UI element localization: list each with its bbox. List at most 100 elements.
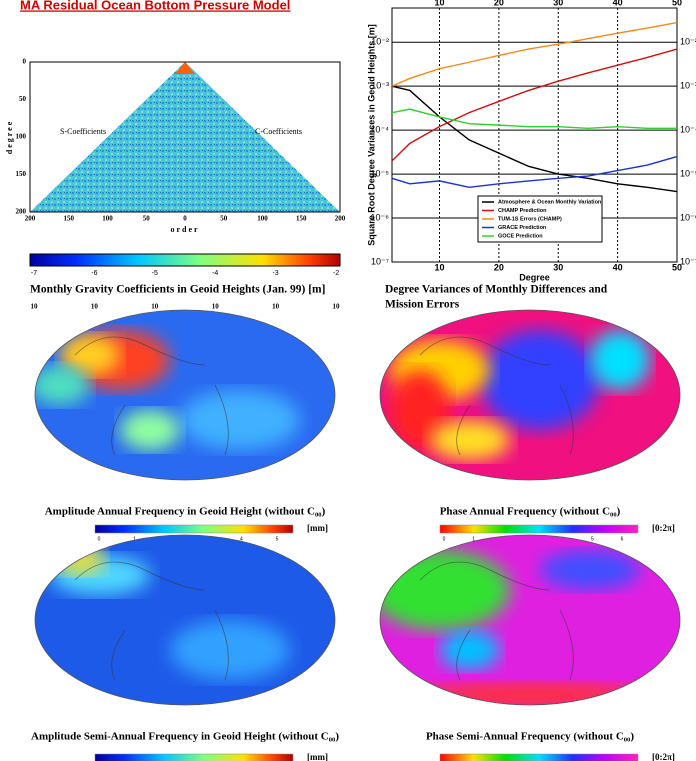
x-tick-label: 50 bbox=[143, 215, 151, 223]
colorbar-tick-label: 1 bbox=[133, 536, 136, 542]
map bbox=[380, 310, 680, 480]
x-tick-label: 0 bbox=[183, 215, 187, 223]
y-tick-label-right: 10⁻³ bbox=[680, 81, 696, 91]
y-tick-label: 10⁻⁴ bbox=[370, 124, 389, 134]
map-outline bbox=[379, 534, 681, 706]
map-feature bbox=[440, 630, 500, 670]
map-feature bbox=[170, 620, 290, 680]
legend-box bbox=[477, 195, 603, 243]
y-axis-label: degree bbox=[5, 120, 14, 155]
map-feature bbox=[540, 550, 640, 590]
coastline bbox=[74, 336, 229, 456]
map-feature bbox=[430, 420, 510, 460]
colorbar-unit: [0:2π] bbox=[652, 752, 675, 761]
map-feature bbox=[380, 550, 510, 630]
legend-label: CHAMP Prediction bbox=[498, 208, 547, 214]
colorbar-tick-label: 5 bbox=[276, 536, 279, 542]
x-tick-label-top: 20 bbox=[494, 0, 504, 7]
x-tick-label: 200 bbox=[25, 215, 36, 223]
colorbar-tick-label: 1 bbox=[472, 536, 475, 542]
colorbar-base-label: 10 bbox=[31, 303, 39, 311]
colorbar-tick-label: -5 bbox=[152, 270, 158, 277]
caption: Monthly Gravity Coefficients in Geoid He… bbox=[30, 284, 325, 296]
map bbox=[35, 535, 335, 705]
colorbar-tick-label: -4 bbox=[212, 270, 218, 277]
x-tick-label-top: 50 bbox=[672, 0, 682, 7]
x-tick-label: 50 bbox=[220, 215, 228, 223]
map-colorbar bbox=[439, 524, 639, 534]
coastline bbox=[74, 561, 229, 681]
y-tick-label-right: 10⁻⁵ bbox=[680, 168, 696, 178]
map bbox=[35, 310, 335, 480]
x-tick-label: 50 bbox=[672, 262, 682, 272]
map-outline bbox=[34, 534, 336, 706]
y-tick-label: 150 bbox=[16, 170, 27, 178]
colorbar-base-label: 10 bbox=[212, 303, 220, 311]
map-feature bbox=[60, 335, 120, 375]
colorbar-tick-label: 4 bbox=[240, 536, 243, 542]
coefficient-apex bbox=[175, 62, 195, 74]
colorbar-unit: [mm] bbox=[307, 752, 328, 761]
x-tick-label: 20 bbox=[494, 262, 504, 272]
coastline bbox=[419, 336, 574, 456]
map-caption: Amplitude Semi-Annual Frequency in Geoid… bbox=[31, 731, 339, 743]
x-tick-label: 150 bbox=[64, 215, 75, 223]
colorbar-base-label: 10 bbox=[272, 303, 280, 311]
series-line bbox=[391, 21, 678, 87]
y-tick-label-right: 10⁻⁴ bbox=[680, 124, 696, 134]
x-tick-label-top: 40 bbox=[613, 0, 623, 7]
series-line bbox=[391, 108, 677, 130]
colorbar-tick-label: 0 bbox=[98, 536, 101, 542]
y-tick-label: 10⁻⁷ bbox=[371, 256, 389, 266]
colorbar-base-label: 10 bbox=[91, 303, 99, 311]
y-tick-label-right: 10⁻⁶ bbox=[680, 212, 696, 222]
x-tick-label-top: 30 bbox=[553, 0, 563, 7]
x-tick-label-top: 10 bbox=[434, 0, 444, 7]
map-feature bbox=[120, 410, 180, 450]
map-feature bbox=[390, 370, 450, 450]
y-tick-label: 10⁻⁶ bbox=[371, 212, 390, 222]
colorbar-tick-label: -2 bbox=[333, 270, 339, 277]
y-tick-label: 200 bbox=[16, 208, 27, 216]
series-line bbox=[391, 48, 678, 162]
map-outline bbox=[379, 309, 681, 481]
y-tick-label: 100 bbox=[16, 133, 27, 141]
chart-caption: Degree Variances of Monthly Differences … bbox=[385, 284, 608, 296]
x-axis-label: Degree bbox=[519, 272, 550, 282]
map-caption: Phase Annual Frequency (without C₀₀) bbox=[440, 506, 621, 518]
y-tick-label: 10⁻³ bbox=[371, 81, 389, 91]
colorbar-unit: [0:2π] bbox=[652, 523, 675, 533]
legend-label: Atmosphere & Ocean Monthly Variation bbox=[498, 199, 602, 205]
x-tick-label: 30 bbox=[553, 262, 563, 272]
colorbar-tick-label: -7 bbox=[31, 270, 37, 277]
x-tick-label: 100 bbox=[257, 215, 268, 223]
map-feature bbox=[480, 330, 600, 430]
y-tick-label: 0 bbox=[23, 58, 27, 66]
x-axis-label: order bbox=[170, 225, 199, 234]
degree-variance-chart: 10⁻⁷ 10⁻⁷ 10⁻⁶ 10⁻⁶ 10⁻⁵ 10⁻⁵ 10⁻⁴ 10⁻⁴ 10⁻³ 10⁻³… bbox=[366, 0, 696, 282]
coefficient-frame bbox=[29, 61, 341, 213]
colorbar-tick-label: -3 bbox=[272, 270, 278, 277]
colorbar-base-label: 10 bbox=[333, 303, 341, 311]
map-caption: Amplitude Annual Frequency in Geoid Heig… bbox=[45, 506, 326, 518]
map-outline bbox=[34, 309, 336, 481]
map bbox=[380, 535, 680, 705]
x-tick-label: 10 bbox=[434, 262, 444, 272]
colorbar-tick-label: 5 bbox=[591, 536, 594, 542]
series-line bbox=[391, 155, 678, 189]
map-feature bbox=[410, 683, 650, 705]
y-tick-label-right: 10⁻² bbox=[680, 37, 696, 47]
coastline bbox=[419, 561, 574, 681]
colorbar-tick-label: 6 bbox=[621, 536, 624, 542]
y-tick-label: 50 bbox=[19, 95, 27, 103]
map-colorbar bbox=[94, 524, 294, 534]
legend-label: TUM-1S Errors (CHAMP) bbox=[498, 216, 562, 222]
map-feature bbox=[180, 390, 300, 450]
map-caption: Phase Semi-Annual Frequency (without C₀₀… bbox=[426, 731, 634, 743]
y-tick-label: 10⁻² bbox=[371, 37, 389, 47]
s-label: S-Coefficients bbox=[60, 127, 106, 136]
series-line bbox=[391, 85, 678, 193]
x-tick-label: 150 bbox=[296, 215, 307, 223]
